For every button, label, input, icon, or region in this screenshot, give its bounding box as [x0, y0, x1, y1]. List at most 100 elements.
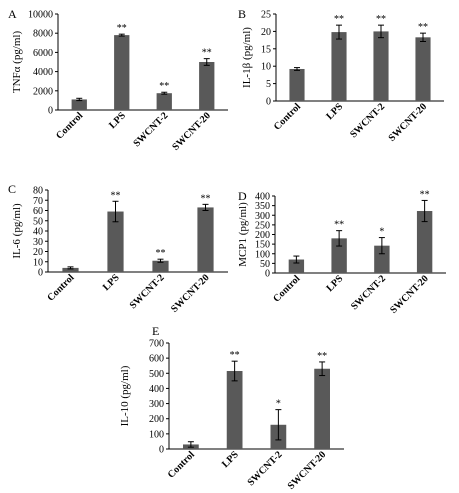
bar-b: [331, 32, 347, 101]
x-tick-label-c: SWCNT-2: [128, 272, 167, 311]
y-axis-title-c: IL-6 (pg/ml): [11, 203, 23, 259]
y-tick-label-a: 6000: [33, 48, 53, 59]
y-axis-title-b: IL-1β (pg/ml): [241, 27, 253, 88]
y-tick-label-b: 15: [261, 44, 271, 55]
x-tick-label-a: Control: [54, 110, 85, 141]
y-tick-label-c: 40: [33, 227, 43, 238]
significance-label-a: **: [159, 81, 169, 92]
bar-c: [197, 207, 214, 272]
x-tick-label-e: Control: [166, 449, 197, 480]
bar-c: [152, 260, 169, 272]
bar-b: [415, 37, 431, 101]
y-tick-label-d: 50: [260, 259, 270, 270]
panel-b: B 0 5 10 15 20 25 IL-1β (pg/ml) Control ** LPS ** SW…: [238, 7, 444, 144]
y-tick-label-e: 0: [159, 445, 164, 456]
y-tick-label-c: 20: [33, 247, 43, 258]
y-tick-label-d: 100: [255, 249, 270, 260]
bar-e: [314, 368, 330, 449]
significance-label-d: **: [334, 220, 344, 231]
bar-a: [114, 35, 130, 111]
bar-d: [416, 211, 433, 273]
significance-label-a: **: [202, 48, 212, 59]
y-tick-label-a: 10000: [28, 10, 53, 21]
y-tick-label-e: 100: [149, 429, 164, 440]
x-tick-label-d: SWCNT-20: [388, 273, 430, 315]
panel-label-b: B: [238, 7, 246, 21]
y-tick-label-c: 0: [38, 268, 43, 279]
y-tick-label-b: 25: [261, 10, 271, 21]
y-axis-title-d: MCP1 (pg/ml): [237, 202, 249, 267]
y-tick-label-d: 0: [265, 269, 270, 280]
y-tick-label-c: 70: [33, 196, 43, 207]
y-tick-label-d: 150: [255, 240, 270, 251]
y-tick-label-d: 400: [255, 192, 270, 203]
significance-label-b: **: [376, 14, 386, 25]
y-tick-label-c: 50: [33, 216, 43, 227]
x-tick-label-c: SWCNT-20: [169, 272, 211, 314]
panel-label-d: D: [238, 189, 247, 203]
y-tick-label-a: 0: [48, 106, 53, 117]
panel-label-c: C: [8, 182, 16, 196]
x-tick-label-a: SWCNT-20: [170, 110, 212, 152]
y-tick-label-e: 600: [149, 354, 164, 365]
y-tick-label-e: 200: [149, 414, 164, 425]
y-tick-label-c: 10: [33, 257, 43, 268]
bar-c: [107, 211, 124, 272]
panel-label-a: A: [8, 7, 17, 21]
panel-a: A 0 2000 4000 6000 8000 10000 TNFα (pg/ml) Contr…: [8, 7, 228, 153]
x-tick-label-c: Control: [45, 272, 76, 303]
significance-label-c: **: [111, 190, 121, 201]
y-tick-label-d: 300: [255, 211, 270, 222]
y-tick-label-e: 500: [149, 369, 164, 380]
significance-label-b: **: [418, 22, 428, 33]
bar-c: [62, 267, 79, 272]
y-axis-title-e: IL-10 (pg/ml): [119, 365, 131, 426]
y-tick-label-d: 200: [255, 230, 270, 241]
significance-label-e: **: [230, 350, 240, 361]
y-tick-label-c: 80: [33, 186, 43, 197]
y-tick-label-e: 700: [149, 339, 164, 350]
bar-e: [226, 371, 243, 449]
y-tick-label-c: 60: [33, 206, 43, 217]
y-tick-label-b: 5: [266, 79, 271, 90]
bar-b: [289, 68, 305, 101]
bar-d: [288, 259, 305, 273]
bar-d: [331, 238, 347, 273]
significance-label-e: *: [276, 399, 281, 410]
x-tick-label-d: SWCNT-2: [349, 273, 388, 312]
x-tick-label-a: SWCNT-2: [131, 110, 170, 149]
y-tick-label-b: 0: [266, 97, 271, 108]
x-tick-label-e: SWCNT-20: [286, 449, 328, 491]
significance-label-e: **: [317, 351, 327, 362]
significance-label-b: **: [334, 14, 344, 25]
x-tick-label-b: SWCNT-2: [348, 101, 387, 140]
x-tick-label-d: LPS: [324, 273, 345, 294]
significance-label-a: **: [117, 23, 127, 34]
x-tick-label-d: Control: [271, 273, 302, 304]
significance-label-d: *: [379, 227, 384, 238]
x-tick-label-b: SWCNT-20: [387, 101, 429, 143]
x-tick-label-a: LPS: [107, 110, 128, 131]
significance-label-c: **: [201, 193, 211, 204]
y-axis-title-a: TNFα (pg/ml): [11, 31, 23, 94]
x-tick-label-b: Control: [272, 101, 303, 132]
x-tick-label-c: LPS: [101, 272, 122, 293]
significance-label-c: **: [156, 248, 166, 259]
y-tick-label-b: 10: [261, 62, 271, 73]
y-tick-label-e: 400: [149, 384, 164, 395]
panel-label-e: E: [152, 324, 159, 338]
y-tick-label-a: 2000: [33, 86, 53, 97]
x-tick-label-e: LPS: [220, 449, 241, 470]
y-tick-label-d: 250: [255, 220, 270, 231]
y-tick-label-d: 350: [255, 201, 270, 212]
x-tick-label-e: SWCNT-2: [246, 449, 285, 488]
x-tick-label-b: LPS: [324, 101, 345, 122]
significance-label-d: **: [420, 189, 430, 200]
y-tick-label-a: 8000: [33, 29, 53, 40]
bar-d: [374, 245, 390, 273]
bar-a: [199, 62, 215, 110]
y-tick-label-a: 4000: [33, 67, 53, 78]
